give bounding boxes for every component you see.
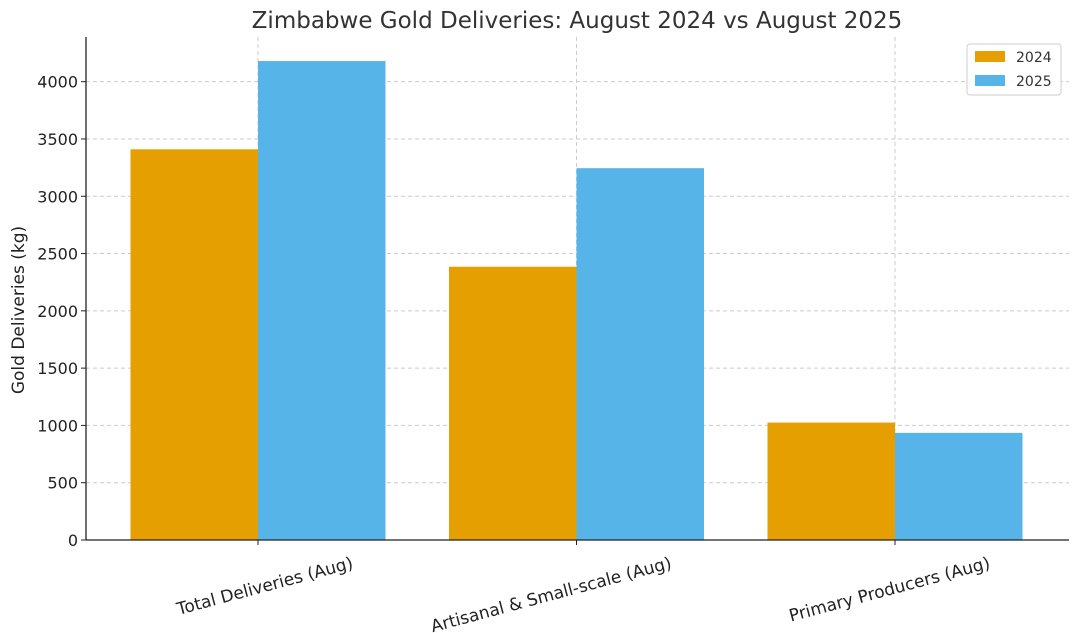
bars [130,61,1023,541]
y-tick-label: 3000 [37,187,78,206]
y-tick-label: 4000 [37,73,78,92]
bar-2024-0 [130,149,258,540]
y-axis-label: Gold Deliveries (kg) [9,226,29,394]
y-tick-label: 2000 [37,302,78,321]
x-ticks: Total Deliveries (Aug) Artisanal & Small-… [174,540,992,633]
x-tick-label: Primary Producers (Aug) [787,554,992,627]
y-tick-label: 1500 [37,359,78,378]
bar-2024-1 [449,266,577,540]
y-tick-label: 3500 [37,130,78,149]
y-ticks: 0 500 1000 1500 2000 2500 3000 3500 4000 [37,73,86,550]
x-tick-label: Total Deliveries (Aug) [174,554,355,621]
y-tick-label: 2500 [37,245,78,264]
legend-label-2024: 2024 [1016,50,1052,66]
bar-2025-2 [895,432,1023,540]
bar-2024-2 [767,422,895,540]
legend: 2024 2025 [966,43,1062,96]
legend-label-2025: 2025 [1016,74,1052,90]
axes [85,37,1069,541]
legend-swatch-2025 [975,75,1005,86]
y-tick-label: 0 [68,531,78,550]
legend-swatch-2024 [975,51,1005,62]
y-tick-label: 1000 [37,416,78,435]
bar-2025-0 [258,61,386,541]
x-tick-label: Artisanal & Small-scale (Aug) [429,554,674,633]
chart-title: Zimbabwe Gold Deliveries: August 2024 vs… [252,8,903,34]
bar-2025-1 [576,168,704,540]
y-tick-label: 500 [47,474,78,493]
